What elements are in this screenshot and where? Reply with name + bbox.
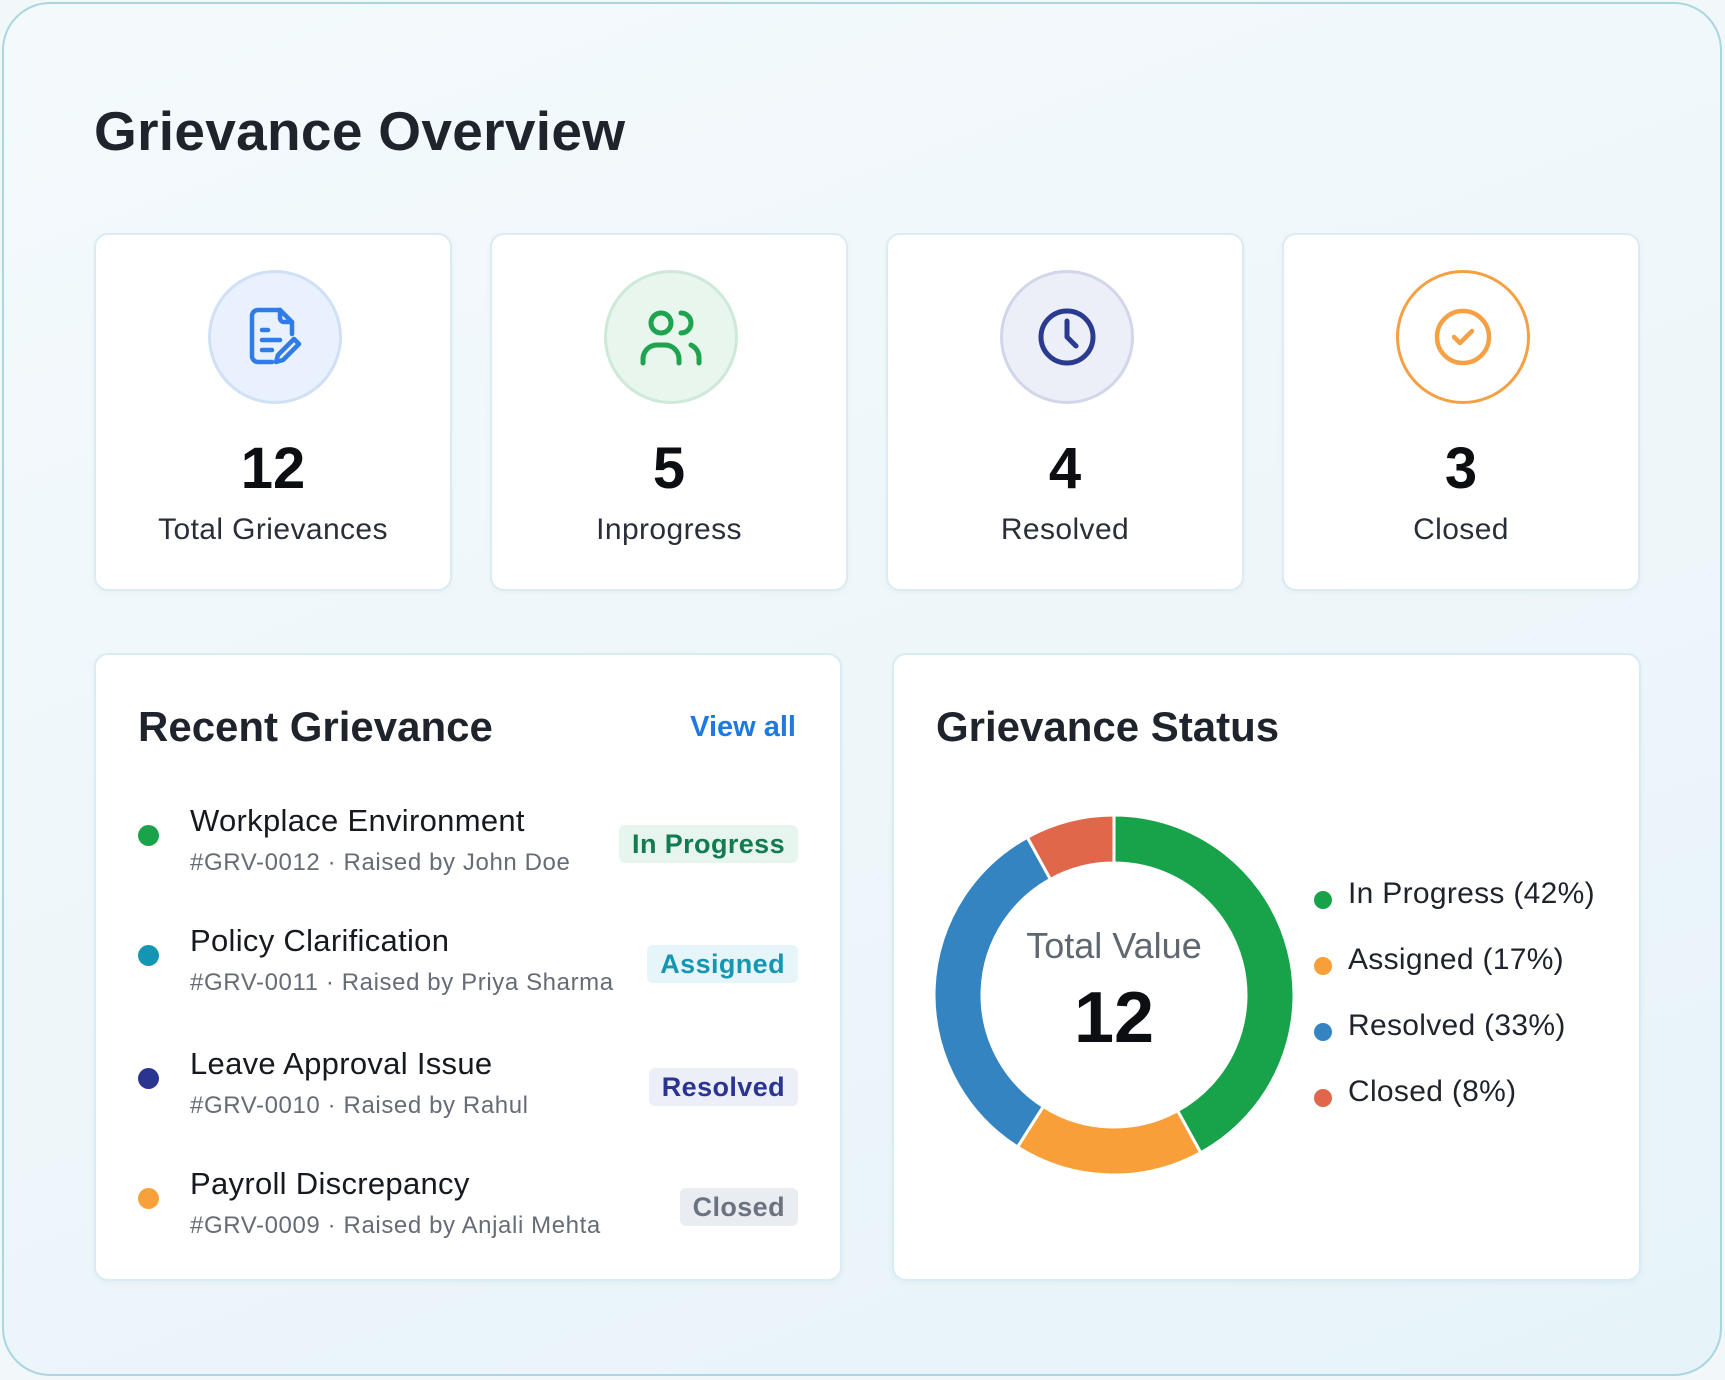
legend-dot: [1314, 957, 1332, 975]
stat-icon-wrap: [1000, 270, 1134, 404]
status-dot: [138, 945, 159, 966]
recent-grievance-panel: Recent Grievance View all Workplace Envi…: [94, 653, 842, 1281]
grievance-list-item[interactable]: Workplace Environment #GRV-0012 · Raised…: [96, 803, 840, 893]
clock-icon: [1038, 308, 1096, 366]
stat-icon-wrap: [604, 270, 738, 404]
legend-label: Closed (8%): [1348, 1075, 1517, 1108]
check-circle-icon: [1434, 308, 1492, 366]
stat-label: Total Grievances: [158, 513, 388, 546]
legend-dot: [1314, 1089, 1332, 1107]
grievance-title: Payroll Discrepancy: [190, 1166, 470, 1201]
grievance-meta: #GRV-0012 · Raised by John Doe: [190, 849, 571, 876]
stat-label: Resolved: [1000, 513, 1130, 546]
status-badge: Assigned: [647, 945, 798, 983]
grievance-list-item[interactable]: Policy Clarification #GRV-0011 · Raised …: [96, 923, 840, 1013]
stat-card-total[interactable]: 12 Total Grievances: [94, 233, 452, 591]
stat-label: Inprogress: [596, 513, 742, 546]
stat-value: 4: [1048, 436, 1082, 501]
grievance-meta: #GRV-0010 · Raised by Rahul: [190, 1092, 529, 1119]
stat-label: Closed: [1413, 513, 1509, 546]
stat-card-inprogress[interactable]: 5 Inprogress: [490, 233, 848, 591]
donut-slice-in-progress: [1112, 815, 1294, 1155]
page-title: Grievance Overview: [94, 100, 626, 162]
status-dot: [138, 825, 159, 846]
grievance-title: Leave Approval Issue: [190, 1046, 493, 1081]
donut-slice-closed: [1025, 815, 1116, 882]
grievance-status-title: Grievance Status: [936, 703, 1280, 750]
status-dot: [138, 1188, 159, 1209]
stat-value: 12: [240, 436, 306, 501]
stat-value: 5: [652, 436, 686, 501]
donut-slice-assigned: [1015, 1104, 1203, 1175]
stat-icon-wrap: [208, 270, 342, 404]
status-donut-chart: [934, 815, 1294, 1175]
recent-grievance-title: Recent Grievance: [138, 703, 493, 750]
status-badge: Closed: [679, 1188, 798, 1226]
stat-card-closed[interactable]: 3 Closed: [1282, 233, 1640, 591]
grievance-meta: #GRV-0009 · Raised by Anjali Mehta: [190, 1212, 601, 1239]
grievance-title: Policy Clarification: [190, 923, 450, 958]
grievance-title: Workplace Environment: [190, 803, 525, 838]
users-icon: [640, 310, 702, 366]
grievance-list-item[interactable]: Payroll Discrepancy #GRV-0009 · Raised b…: [96, 1166, 840, 1256]
grievance-status-panel: Grievance Status Total Value 12 In Progr…: [892, 653, 1641, 1281]
donut-slice-resolved: [934, 835, 1053, 1150]
status-badge: Resolved: [648, 1068, 798, 1106]
status-dot: [138, 1068, 159, 1089]
status-badge: In Progress: [619, 825, 798, 863]
grievance-meta: #GRV-0011 · Raised by Priya Sharma: [190, 969, 614, 996]
legend-label: In Progress (42%): [1348, 877, 1595, 910]
donut-center-label: Total Value: [1026, 925, 1202, 966]
legend-dot: [1314, 891, 1332, 909]
stat-card-resolved[interactable]: 4 Resolved: [886, 233, 1244, 591]
legend-dot: [1314, 1023, 1332, 1041]
stat-value: 3: [1444, 436, 1478, 501]
stat-icon-wrap: [1396, 270, 1530, 404]
legend-label: Assigned (17%): [1348, 943, 1564, 976]
document-edit-icon: [249, 307, 302, 365]
grievance-list-item[interactable]: Leave Approval Issue #GRV-0010 · Raised …: [96, 1046, 840, 1136]
legend-label: Resolved (33%): [1348, 1009, 1566, 1042]
donut-center-value: 12: [1073, 978, 1155, 1058]
view-all-link[interactable]: View all: [690, 711, 796, 743]
